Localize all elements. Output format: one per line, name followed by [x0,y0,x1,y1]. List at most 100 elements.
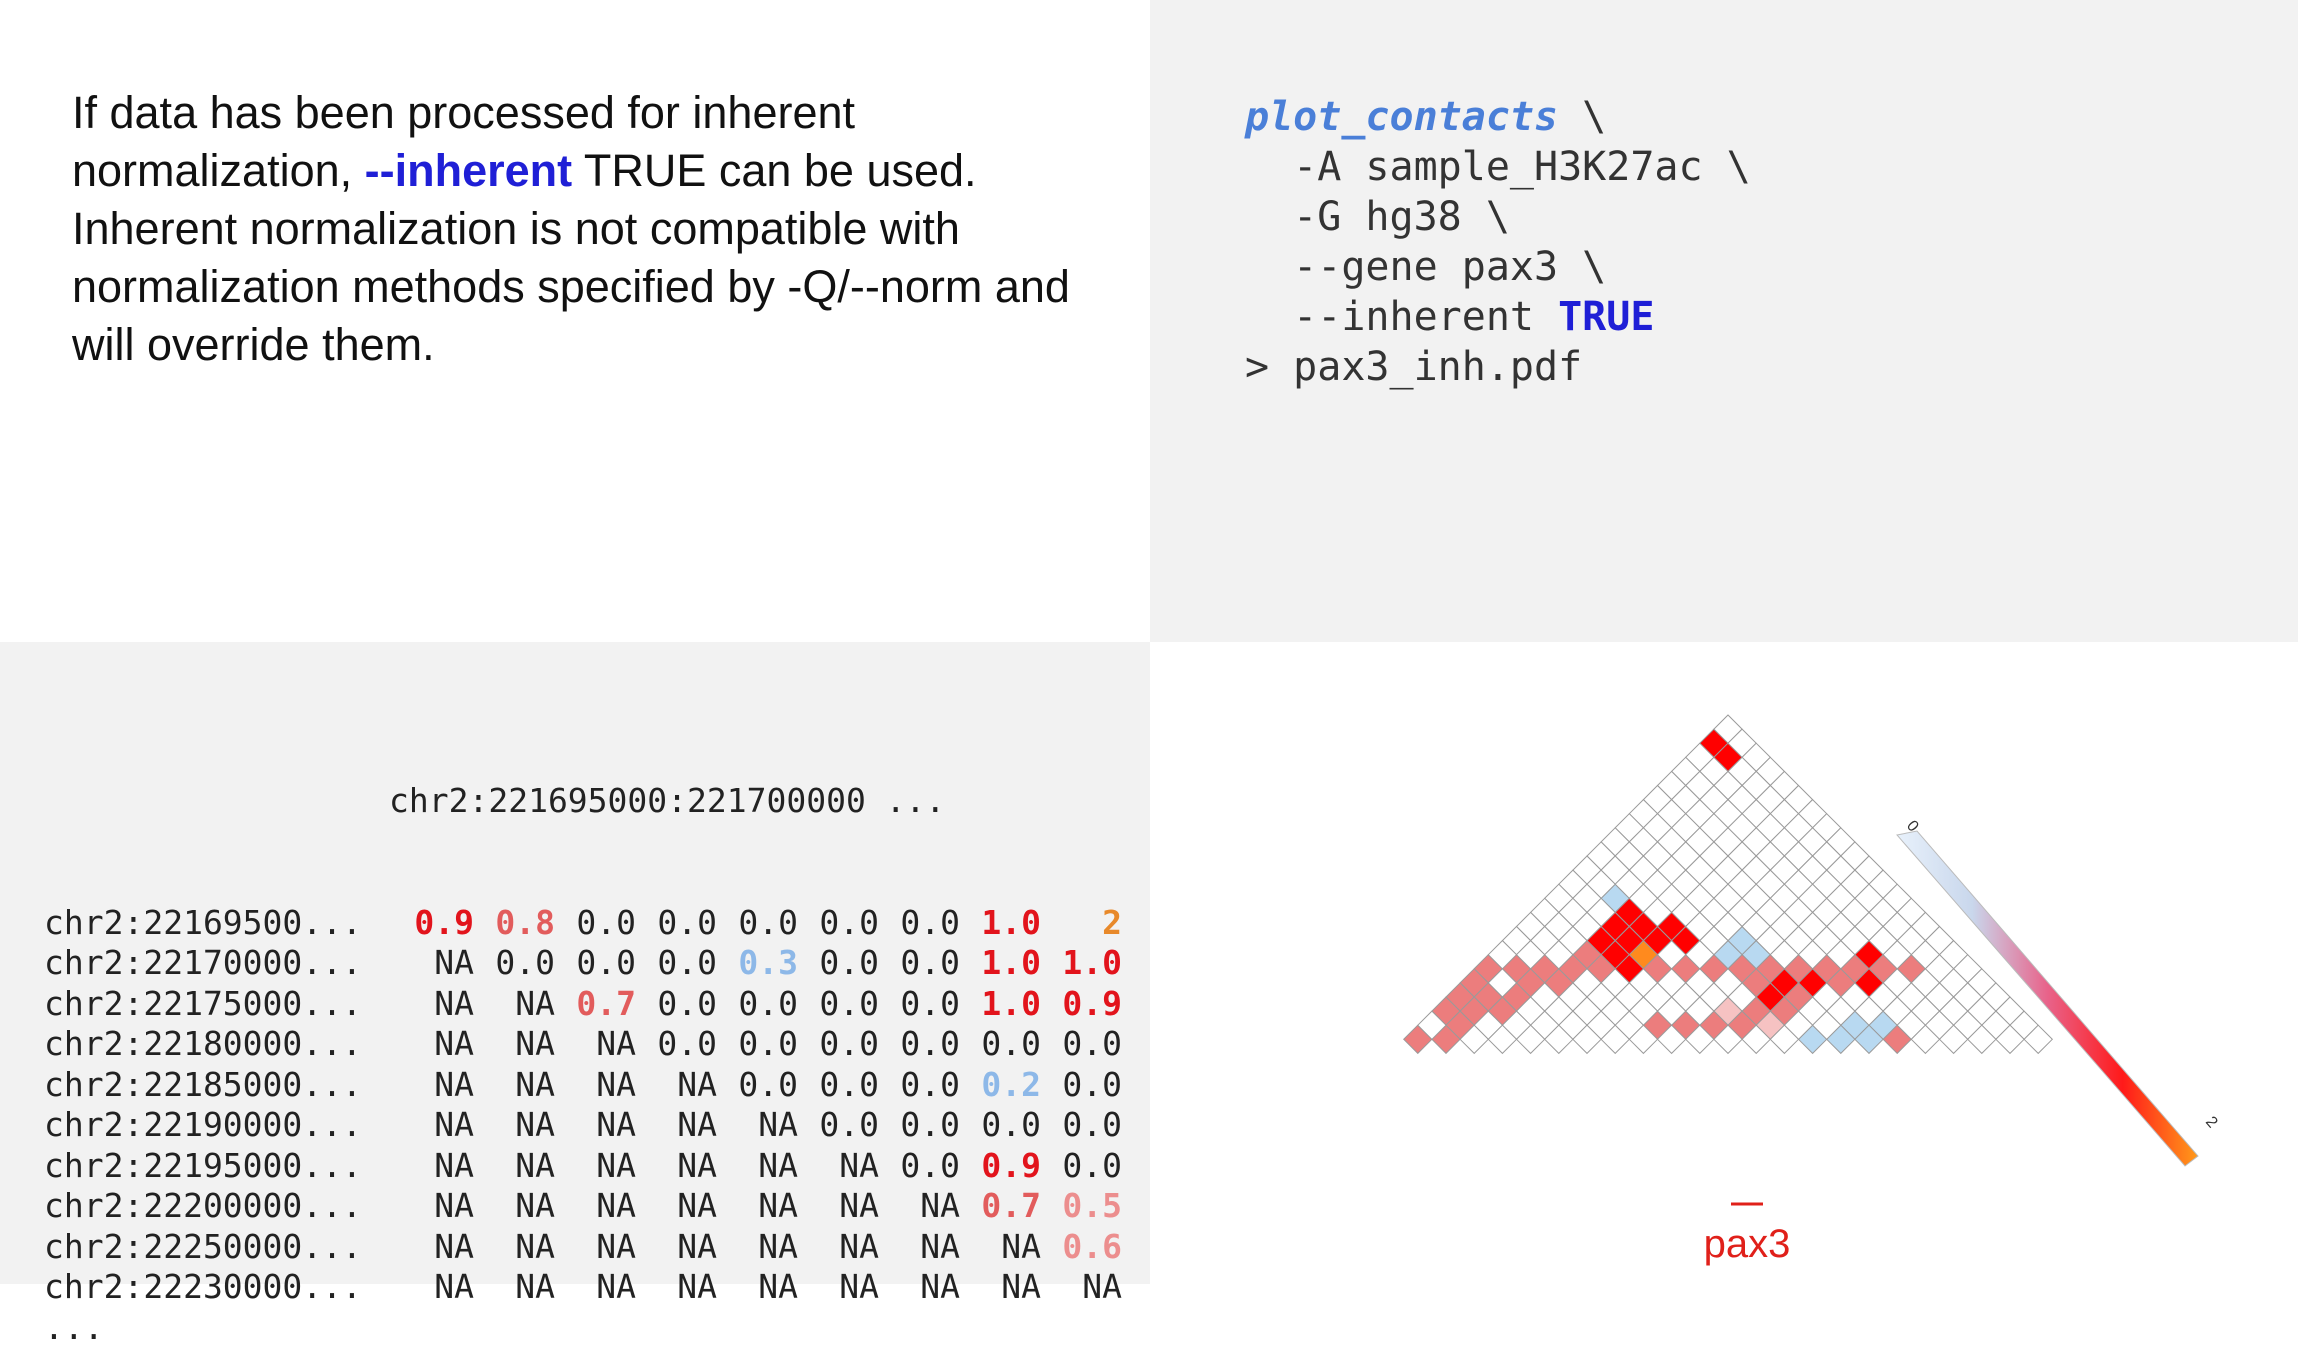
matrix-cell: 0.0 [636,984,717,1025]
matrix-cell: 0.3 [717,943,798,984]
matrix-cell: 1.0 [960,903,1041,944]
matrix-cell: NA [798,1227,879,1268]
matrix-cell: NA [474,1227,555,1268]
matrix-cell: NA [393,1186,474,1227]
matrix-cell: 0.0 [879,943,960,984]
matrix-cell: NA [474,984,555,1025]
matrix-cell: 0.5 [1041,1186,1122,1227]
matrix-cell: 0.0 [555,943,636,984]
command-arg-inherent: --inherent TRUE [1245,292,1751,342]
matrix-cell: NA [555,1186,636,1227]
matrix-cell: NA [393,1146,474,1187]
matrix-cell: NA [879,1267,960,1308]
matrix-cell: NA [393,984,474,1025]
matrix-panel: chr2:221695000:221700000 ... chr2:221695… [0,642,1150,1284]
matrix-cell: NA [960,1227,1041,1268]
matrix-cell: 0.7 [960,1186,1041,1227]
matrix-cell: 0.0 [798,903,879,944]
matrix-row-label: chr2:22200000... [44,1186,393,1227]
matrix-cell: 0.0 [798,1024,879,1065]
matrix-row-label: chr2:22230000... [44,1267,393,1308]
matrix-cell: NA [717,1105,798,1146]
matrix-cell: NA [960,1267,1041,1308]
matrix-cell: NA [555,1065,636,1106]
matrix-cell: 0.9 [960,1146,1041,1187]
matrix-cell: NA [393,1105,474,1146]
matrix-row-label: chr2:22180000... [44,1024,393,1065]
matrix-row-label: chr2:22195000... [44,1146,393,1187]
matrix-row-label: chr2:22250000... [44,1227,393,1268]
matrix-cell: NA [393,1267,474,1308]
command-arg-genome: -G hg38 \ [1245,192,1751,242]
matrix-cell: NA [555,1227,636,1268]
matrix-cell: 0.0 [636,1024,717,1065]
command-panel: plot_contacts \ -A sample_H3K27ac \ -G h… [1150,0,2298,642]
matrix-cell: 0.2 [960,1065,1041,1106]
matrix-row-label: chr2:22169500... [44,903,393,944]
matrix-cell: NA [474,1146,555,1187]
matrix-cell: NA [636,1227,717,1268]
matrix-cell: 0.0 [879,1146,960,1187]
matrix-ellipsis: ... [44,1308,1122,1348]
matrix-row-label: chr2:22190000... [44,1105,393,1146]
matrix-cell: NA [555,1024,636,1065]
inherent-flag: --inherent [365,145,573,196]
matrix-cell: 0.0 [960,1105,1041,1146]
matrix-cell: 0.8 [474,903,555,944]
matrix-cell: 0.0 [717,1024,798,1065]
matrix-cell: NA [474,1267,555,1308]
command-continuation: \ [1558,94,1606,140]
matrix-cell: NA [798,1146,879,1187]
matrix-cell: 0.0 [1041,1065,1122,1106]
matrix-cell: 0.9 [1041,984,1122,1025]
matrix-cell: NA [393,1227,474,1268]
matrix-cell: 0.0 [798,1105,879,1146]
matrix-cell: 0.0 [555,903,636,944]
matrix-cell: NA [636,1267,717,1308]
matrix-cell: 0.0 [879,1065,960,1106]
matrix-cell: 0.0 [798,943,879,984]
contact-matrix: chr2:221695000:221700000 ... chr2:221695… [44,700,1122,1348]
matrix-cell: NA [717,1227,798,1268]
matrix-cell: 0.0 [1041,1105,1122,1146]
matrix-cell: NA [474,1105,555,1146]
matrix-cell: 0.0 [717,1065,798,1106]
matrix-cell: NA [636,1105,717,1146]
matrix-cell: 0.0 [474,943,555,984]
command-output-redirect: > pax3_inh.pdf [1245,342,1751,392]
matrix-cell: 0.0 [717,984,798,1025]
contact-heatmap: 0 2 pax3 [1150,642,2298,1284]
command-arg-gene: --gene pax3 \ [1245,242,1751,292]
gene-label: pax3 [1704,1222,1791,1266]
matrix-cell: NA [636,1146,717,1187]
matrix-cell: NA [474,1024,555,1065]
heatmap-panel: 0 2 pax3 [1150,642,2298,1284]
matrix-cell: 0.0 [717,903,798,944]
matrix-cell: 0.0 [636,903,717,944]
matrix-cell: 1.0 [1041,943,1122,984]
legend-max-label: 2 [2202,1113,2221,1131]
matrix-cell: 0.0 [879,1105,960,1146]
matrix-cell: NA [636,1065,717,1106]
matrix-cell: NA [474,1186,555,1227]
matrix-cell: NA [879,1227,960,1268]
matrix-cell: 0.0 [798,1065,879,1106]
command-arg-sample: -A sample_H3K27ac \ [1245,142,1751,192]
command-code-block: plot_contacts \ -A sample_H3K27ac \ -G h… [1245,92,1751,392]
matrix-cell: NA [798,1267,879,1308]
matrix-cell: 0.0 [879,1024,960,1065]
matrix-cell: NA [717,1186,798,1227]
matrix-cell: NA [393,1065,474,1106]
matrix-cell: 0.7 [555,984,636,1025]
matrix-cell: 1.0 [960,943,1041,984]
matrix-cell: 0.0 [636,943,717,984]
matrix-cell: NA [555,1146,636,1187]
matrix-cell: 2 [1041,903,1122,944]
